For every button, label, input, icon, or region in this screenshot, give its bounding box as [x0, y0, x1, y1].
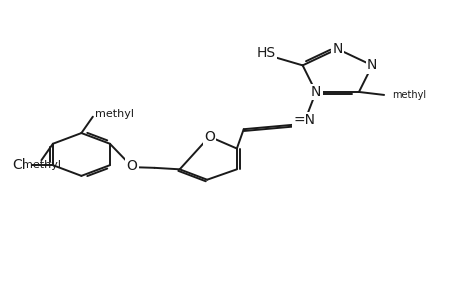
Text: HS: HS: [256, 46, 275, 61]
Text: O: O: [126, 159, 137, 173]
Text: methyl: methyl: [95, 109, 134, 119]
Text: N: N: [310, 85, 320, 99]
Text: O: O: [203, 130, 214, 144]
Text: =N: =N: [293, 113, 315, 127]
Text: Cl: Cl: [12, 158, 25, 172]
Text: N: N: [331, 42, 342, 56]
Text: methyl: methyl: [22, 160, 61, 170]
Text: N: N: [366, 58, 376, 72]
Text: methyl: methyl: [392, 90, 425, 100]
